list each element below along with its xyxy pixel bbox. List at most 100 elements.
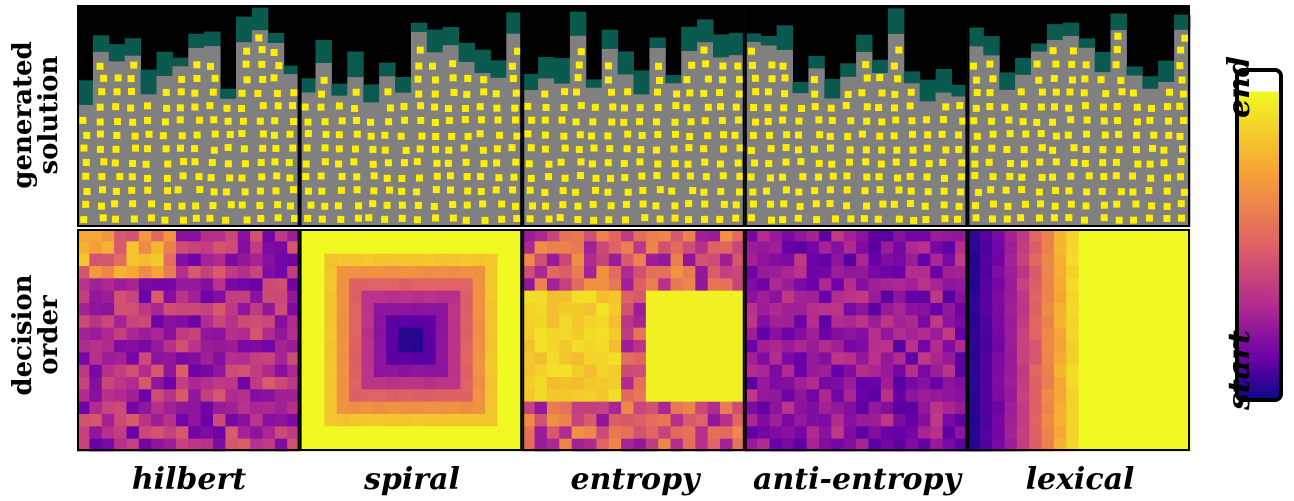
row-label-generated-solution: generated solution bbox=[8, 41, 64, 189]
decision-cell bbox=[114, 414, 127, 427]
decision-cell bbox=[682, 229, 696, 242]
rejected-region bbox=[1062, 22, 1080, 36]
packed-item bbox=[956, 102, 964, 110]
decision-cell bbox=[200, 438, 214, 452]
decision-cell bbox=[349, 241, 362, 255]
decision-cell bbox=[472, 315, 486, 329]
packed-item bbox=[831, 215, 839, 223]
decision-cell bbox=[621, 253, 634, 267]
decision-cell bbox=[274, 438, 288, 452]
decision-cell bbox=[596, 315, 610, 329]
decision-cell bbox=[1140, 278, 1154, 292]
decision-cell bbox=[311, 290, 325, 304]
decision-cell bbox=[213, 266, 226, 279]
packed-item bbox=[259, 144, 267, 152]
decision-cell bbox=[584, 241, 597, 255]
decision-cell bbox=[77, 278, 90, 292]
decision-cell bbox=[707, 241, 721, 255]
decision-cell bbox=[1115, 401, 1129, 415]
decision-cell bbox=[992, 266, 1005, 279]
decision-cell bbox=[744, 438, 758, 452]
decision-cell bbox=[349, 340, 362, 353]
packed-item bbox=[1051, 103, 1059, 111]
decision-cell bbox=[1140, 426, 1154, 440]
packed-item bbox=[1033, 60, 1041, 68]
decision-cell bbox=[831, 401, 845, 415]
packed-item bbox=[96, 118, 104, 126]
packed-item bbox=[862, 146, 870, 154]
packed-item bbox=[304, 130, 312, 138]
packed-item bbox=[259, 130, 267, 138]
decision-cell bbox=[967, 315, 981, 329]
decision-cell bbox=[138, 377, 152, 390]
packed-item bbox=[304, 214, 312, 222]
rejected-region bbox=[299, 78, 316, 93]
decision-cell bbox=[126, 364, 140, 378]
packed-item bbox=[196, 186, 204, 194]
decision-cell bbox=[299, 389, 313, 403]
packed-item bbox=[639, 200, 647, 208]
decision-cell bbox=[287, 377, 301, 390]
decision-cell bbox=[77, 229, 90, 242]
decision-cell bbox=[1004, 303, 1018, 316]
packed-item bbox=[719, 172, 727, 180]
decision-cell bbox=[522, 352, 536, 366]
decision-cell bbox=[967, 303, 981, 316]
decision-cell bbox=[151, 241, 165, 255]
decision-cell bbox=[781, 389, 795, 403]
packed-item bbox=[526, 186, 534, 194]
decision-cell bbox=[274, 266, 288, 279]
decision-cell bbox=[262, 327, 276, 341]
decision-cell bbox=[584, 340, 597, 353]
packed-item bbox=[811, 103, 819, 111]
decision-cell bbox=[1053, 241, 1067, 255]
decision-cell bbox=[1115, 229, 1129, 242]
decision-cell bbox=[769, 340, 783, 353]
decision-cell bbox=[905, 303, 919, 316]
decision-cell bbox=[460, 290, 474, 304]
decision-cell bbox=[435, 278, 449, 292]
packed-item bbox=[524, 130, 532, 138]
decision-cell bbox=[645, 315, 659, 329]
packed-item bbox=[561, 88, 569, 96]
decision-cell bbox=[274, 389, 288, 403]
rejected-region bbox=[379, 62, 396, 77]
decision-cell bbox=[200, 364, 214, 378]
decision-cell bbox=[1103, 229, 1117, 242]
packed-item bbox=[303, 144, 311, 152]
decision-cell bbox=[175, 340, 189, 353]
decision-cell bbox=[682, 340, 696, 353]
packed-item bbox=[398, 187, 406, 195]
decision-cell bbox=[250, 290, 263, 304]
decision-cell bbox=[1029, 241, 1043, 255]
decision-cell bbox=[794, 438, 808, 452]
packed-item bbox=[891, 104, 899, 112]
decision-cell bbox=[311, 352, 325, 366]
decision-cell bbox=[188, 290, 202, 304]
decision-cell bbox=[658, 340, 672, 353]
decision-cell bbox=[175, 229, 189, 242]
decision-cell bbox=[324, 352, 338, 366]
decision-cell bbox=[1004, 253, 1018, 267]
decision-cell bbox=[522, 266, 536, 279]
decision-cell bbox=[546, 352, 560, 366]
decision-cell bbox=[472, 401, 486, 415]
decision-cell bbox=[571, 426, 585, 440]
decision-cell bbox=[781, 401, 795, 415]
decision-cell bbox=[794, 266, 808, 279]
decision-cell bbox=[287, 229, 301, 242]
decision-cell bbox=[336, 438, 350, 452]
decision-cell bbox=[584, 426, 597, 440]
packed-item bbox=[274, 102, 282, 110]
decision-cell bbox=[856, 401, 869, 415]
decision-cell bbox=[1128, 315, 1142, 329]
packed-item bbox=[892, 116, 900, 124]
packed-item bbox=[1165, 117, 1173, 125]
decision-cell bbox=[311, 377, 325, 390]
decision-cell bbox=[559, 266, 573, 279]
packed-item bbox=[842, 102, 850, 110]
packed-item bbox=[986, 103, 994, 111]
decision-cell bbox=[1152, 389, 1166, 403]
decision-cell bbox=[571, 401, 585, 415]
packed-item bbox=[972, 104, 980, 112]
